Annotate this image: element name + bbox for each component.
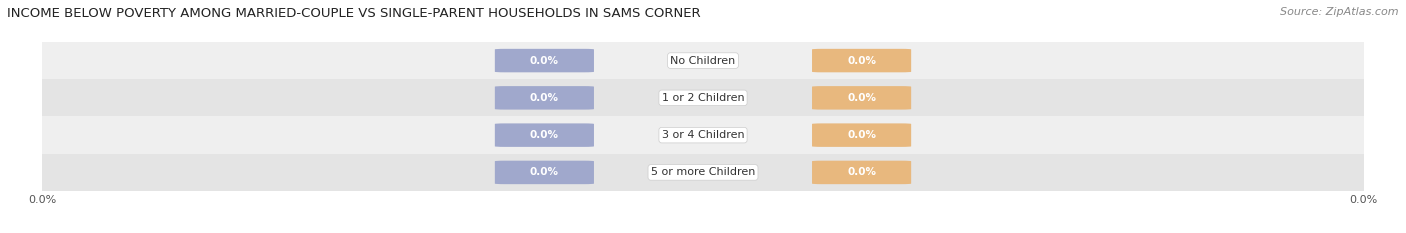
Text: No Children: No Children	[671, 56, 735, 65]
Text: Source: ZipAtlas.com: Source: ZipAtlas.com	[1281, 7, 1399, 17]
Text: 0.0%: 0.0%	[846, 93, 876, 103]
FancyBboxPatch shape	[813, 49, 911, 72]
Bar	[42, 79, 1364, 116]
Text: 5 or more Children: 5 or more Children	[651, 168, 755, 177]
Bar	[42, 116, 1364, 154]
FancyBboxPatch shape	[813, 161, 911, 184]
FancyBboxPatch shape	[813, 86, 911, 110]
FancyBboxPatch shape	[495, 123, 593, 147]
Bar	[42, 154, 1364, 191]
Text: 0.0%: 0.0%	[530, 168, 560, 177]
Text: 0.0%: 0.0%	[846, 56, 876, 65]
Text: 3 or 4 Children: 3 or 4 Children	[662, 130, 744, 140]
Text: 0.0%: 0.0%	[846, 130, 876, 140]
Text: 0.0%: 0.0%	[530, 93, 560, 103]
Bar	[42, 42, 1364, 79]
FancyBboxPatch shape	[495, 161, 593, 184]
Text: INCOME BELOW POVERTY AMONG MARRIED-COUPLE VS SINGLE-PARENT HOUSEHOLDS IN SAMS CO: INCOME BELOW POVERTY AMONG MARRIED-COUPL…	[7, 7, 700, 20]
Text: 0.0%: 0.0%	[530, 130, 560, 140]
FancyBboxPatch shape	[495, 49, 593, 72]
Text: 1 or 2 Children: 1 or 2 Children	[662, 93, 744, 103]
Text: 0.0%: 0.0%	[530, 56, 560, 65]
Text: 0.0%: 0.0%	[846, 168, 876, 177]
FancyBboxPatch shape	[813, 123, 911, 147]
FancyBboxPatch shape	[495, 86, 593, 110]
